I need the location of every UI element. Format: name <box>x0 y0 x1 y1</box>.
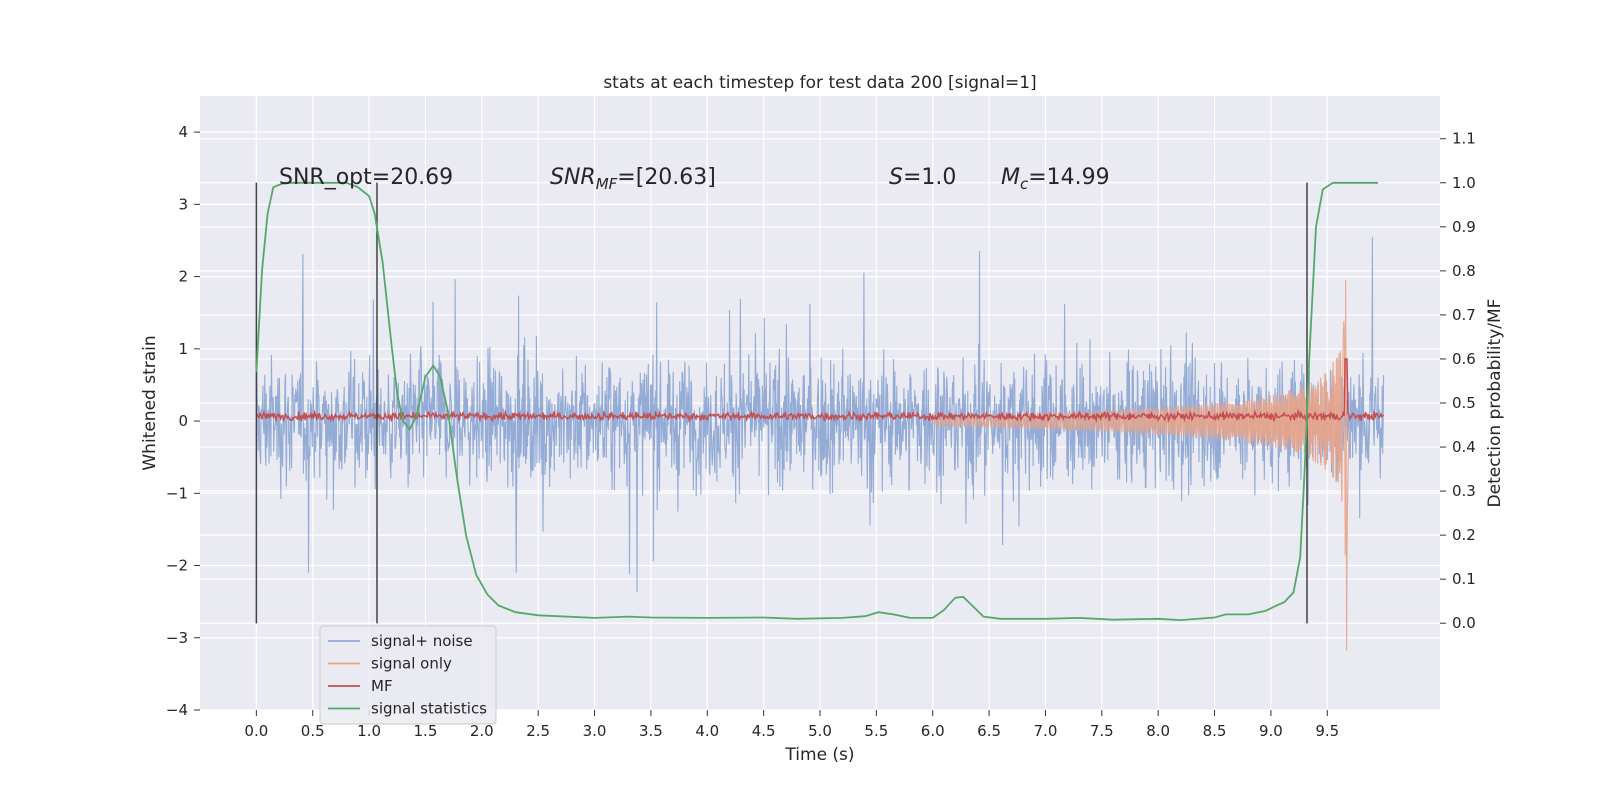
s-annotation: S=1.0 <box>889 165 956 190</box>
snr-opt-annotation: SNR_opt=20.69 <box>279 165 453 190</box>
legend-label: signal only <box>371 655 452 673</box>
x-tick-label: 2.5 <box>526 722 550 740</box>
y-right-tick-label: 0.7 <box>1452 306 1476 324</box>
x-tick-label: 9.0 <box>1259 722 1283 740</box>
y-right-tick-label: 0.8 <box>1452 262 1476 280</box>
legend-label: signal statistics <box>371 700 487 718</box>
x-axis-label: Time (s) <box>784 745 854 765</box>
x-tick-label: 6.0 <box>921 722 945 740</box>
x-tick-label: 7.0 <box>1034 722 1058 740</box>
y-right-tick-label: 0.2 <box>1452 526 1476 544</box>
s-label: S <box>889 165 903 190</box>
y-left-tick-label: −1 <box>166 484 188 502</box>
mf-line <box>255 358 1384 423</box>
signal-statistics-series <box>255 181 1378 622</box>
chart-title: stats at each timestep for test data 200… <box>603 73 1036 93</box>
y-left-axis-ticks: −4 −3 −2 −1 0 1 2 3 4 <box>166 123 200 719</box>
x-tick-label: 4.5 <box>752 722 776 740</box>
x-tick-label: 2.0 <box>470 722 494 740</box>
y-right-tick-label: 0.1 <box>1452 570 1476 588</box>
signal-only-series <box>932 279 1351 651</box>
legend-box <box>319 625 497 725</box>
y-right-tick-label: 0.3 <box>1452 482 1476 500</box>
y-left-tick-label: 1 <box>178 340 188 358</box>
x-tick-label: 1.5 <box>414 722 438 740</box>
legend-label: signal+ noise <box>371 632 473 650</box>
y-left-tick-label: 2 <box>178 268 188 286</box>
x-tick-label: 3.5 <box>639 722 663 740</box>
mc-subscript: c <box>1020 175 1029 193</box>
y-left-axis-label: Whitened strain <box>140 335 160 470</box>
snr-mf-value: =[20.63] <box>617 165 716 190</box>
x-tick-label: 8.5 <box>1203 722 1227 740</box>
mf-series <box>255 358 1384 423</box>
x-tick-label: 7.5 <box>1090 722 1114 740</box>
legend-label: MF <box>371 677 393 695</box>
y-right-tick-label: 0.5 <box>1452 394 1476 412</box>
y-right-tick-label: 0.9 <box>1452 218 1476 236</box>
y-right-tick-label: 0.6 <box>1452 350 1476 368</box>
y-left-tick-label: 0 <box>178 412 188 430</box>
x-tick-label: 6.5 <box>977 722 1001 740</box>
x-tick-label: 0.0 <box>244 722 268 740</box>
y-right-axis-ticks: 0.0 0.1 0.2 0.3 0.4 0.5 0.6 0.7 0.8 0.9 1.0 1.1 <box>1440 130 1476 632</box>
x-tick-label: 9.5 <box>1315 722 1339 740</box>
snr-mf-label: SNR <box>550 165 596 190</box>
x-tick-label: 4.0 <box>695 722 719 740</box>
y-right-tick-label: 0.4 <box>1452 438 1476 456</box>
x-tick-label: 0.5 <box>301 722 325 740</box>
y-right-axis-label: Detection probability/MF <box>1485 299 1505 508</box>
legend: signal+ noise signal only MF signal statist… <box>319 625 497 725</box>
x-tick-label: 3.0 <box>583 722 607 740</box>
mc-label: M <box>1001 165 1020 190</box>
y-left-tick-label: −3 <box>166 629 188 647</box>
mc-value: =14.99 <box>1028 165 1109 190</box>
annotations: SNR_opt=20.69 SNRMF=[20.63] S=1.0 Mc=14.… <box>279 165 1110 193</box>
y-left-tick-label: −4 <box>166 701 188 719</box>
y-right-tick-label: 1.1 <box>1452 130 1476 148</box>
s-value: =1.0 <box>903 165 956 190</box>
x-tick-label: 5.0 <box>808 722 832 740</box>
snr-mf-subscript: MF <box>596 175 618 193</box>
signal-only-line <box>932 279 1351 651</box>
y-left-tick-label: 3 <box>178 195 188 213</box>
snr-mf-annotation: SNRMF=[20.63] <box>550 165 716 193</box>
y-right-tick-label: 1.0 <box>1452 174 1476 192</box>
mc-annotation: Mc=14.99 <box>1001 165 1110 193</box>
y-right-tick-label: 0.0 <box>1452 614 1476 632</box>
x-tick-label: 8.0 <box>1146 722 1170 740</box>
y-left-tick-label: 4 <box>178 123 188 141</box>
x-tick-label: 5.5 <box>864 722 888 740</box>
x-tick-label: 1.0 <box>357 722 381 740</box>
y-left-tick-label: −2 <box>166 557 188 575</box>
x-axis-ticks: 0.0 0.5 1.0 1.5 2.0 2.5 3.0 3.5 4.0 4.5 5.0 5.5 6.0 6… <box>244 710 1339 740</box>
signal-statistics-line <box>255 181 1378 622</box>
